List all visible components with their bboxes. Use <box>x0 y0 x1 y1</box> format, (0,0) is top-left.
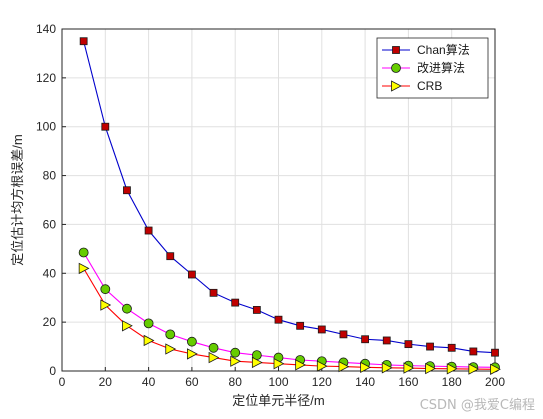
data-point <box>491 348 499 357</box>
legend-label: Chan算法 <box>417 42 470 57</box>
data-point <box>166 252 175 261</box>
data-point <box>208 351 220 364</box>
data-point <box>165 343 177 355</box>
data-point <box>468 363 480 375</box>
x-tick-label: 20 <box>99 375 113 389</box>
data-point <box>339 330 348 339</box>
data-point <box>143 334 155 347</box>
data-point <box>100 299 112 311</box>
data-point <box>231 298 240 307</box>
legend-label: CRB <box>417 79 442 93</box>
data-point <box>316 360 328 372</box>
data-point <box>360 361 371 373</box>
data-point <box>338 360 350 373</box>
y-tick-label: 40 <box>43 266 57 280</box>
x-tick-label: 100 <box>268 375 288 389</box>
y-tick-label: 100 <box>36 120 56 134</box>
axis-ticks: 0 20 40 60 80 100 120 140 160 180 200 0 20 40 60 80 100 1… <box>36 22 505 389</box>
series-1 <box>79 37 499 357</box>
x-tick-label: 180 <box>442 375 462 389</box>
data-point <box>122 320 133 332</box>
watermark: CSDN @我爱C编程 <box>419 398 535 413</box>
legend-marker <box>392 46 400 54</box>
x-tick-label: 80 <box>229 375 243 389</box>
data-point <box>446 363 458 375</box>
series-3 <box>78 262 501 375</box>
series-layer <box>78 37 501 375</box>
data-point <box>186 348 198 360</box>
data-point <box>251 356 263 369</box>
data-point <box>101 122 110 131</box>
data-point <box>361 335 370 344</box>
y-axis-label: 定位估计均方根误差/m <box>10 134 25 265</box>
data-point <box>79 37 88 46</box>
x-tick-label: 160 <box>398 375 418 389</box>
data-point <box>274 315 283 324</box>
data-point <box>230 355 242 367</box>
data-point <box>273 358 285 370</box>
data-point <box>209 288 218 297</box>
data-point <box>381 362 393 374</box>
data-point <box>143 318 154 329</box>
x-tick-label: 140 <box>355 375 375 389</box>
data-point <box>317 325 326 334</box>
data-point <box>78 247 89 258</box>
data-point <box>252 306 261 314</box>
x-tick-label: 200 <box>485 375 505 389</box>
data-point <box>100 284 111 295</box>
legend-marker <box>391 80 402 92</box>
y-tick-label: 140 <box>36 22 56 36</box>
data-point <box>295 359 307 371</box>
x-tick-label: 40 <box>142 375 156 389</box>
legend-marker <box>391 63 401 73</box>
y-tick-label: 120 <box>36 71 56 85</box>
data-point <box>382 336 391 345</box>
x-tick-label: 0 <box>59 375 66 389</box>
data-point <box>208 342 219 353</box>
data-point <box>426 342 434 351</box>
y-tick-label: 20 <box>43 315 57 329</box>
x-axis-label: 定位单元半径/m <box>232 393 324 408</box>
data-point <box>165 329 176 340</box>
y-tick-label: 80 <box>43 169 57 183</box>
data-point <box>425 362 436 375</box>
data-point <box>123 186 131 195</box>
data-point <box>404 340 413 349</box>
data-point <box>447 343 456 352</box>
y-tick-label: 0 <box>49 364 56 378</box>
data-point <box>122 303 132 314</box>
legend-label: 改进算法 <box>417 60 465 75</box>
data-point <box>144 226 153 235</box>
data-point <box>230 347 241 358</box>
y-tick-label: 60 <box>43 217 57 231</box>
data-point <box>469 347 478 356</box>
data-point <box>403 362 415 374</box>
data-point <box>296 321 305 330</box>
x-tick-label: 120 <box>312 375 332 389</box>
data-point <box>186 336 197 347</box>
x-tick-label: 60 <box>185 375 199 389</box>
data-point <box>78 262 90 275</box>
data-point <box>490 363 501 375</box>
data-point <box>187 270 196 279</box>
